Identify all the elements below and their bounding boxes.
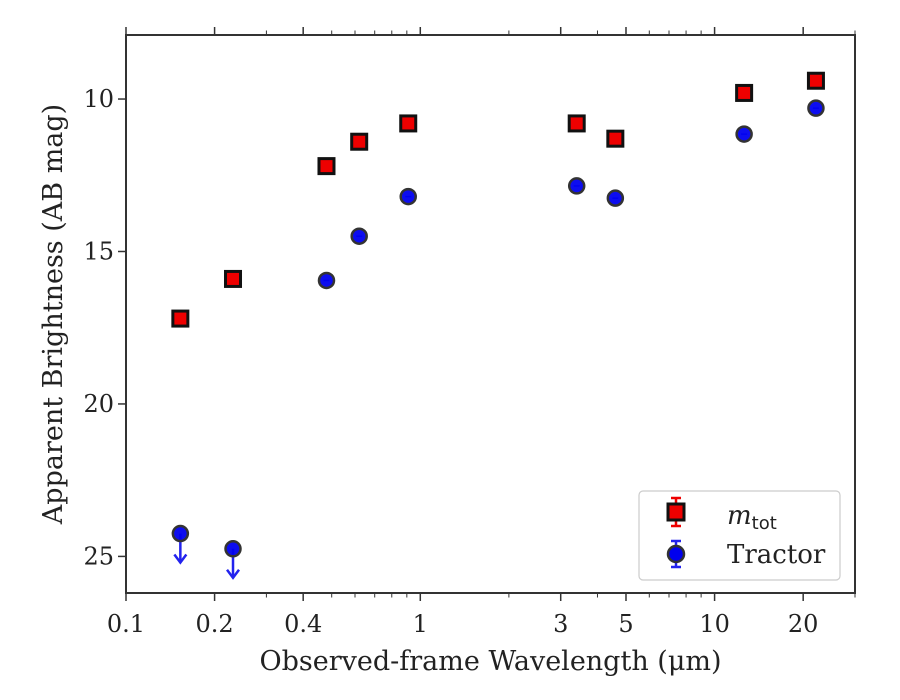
plot-marks [171,71,825,580]
y-tick-label: 10 [83,85,114,113]
x-tick-label: 10 [699,610,730,638]
tractor-point [606,189,625,207]
y-tick-label: 20 [83,390,114,418]
x-axis-label: Observed-frame Wavelength (μm) [259,646,721,677]
tractor-point [807,99,825,117]
y-axis-label: Apparent Brightness (AB mag) [38,104,69,525]
tractor-point [171,524,190,543]
tractor-point [224,540,242,558]
x-tick-label: 0.2 [196,610,234,638]
x-axis-ticks: 0.1 0.2 0.4 1 3 5 10 20 [107,27,856,638]
tractor-point [567,177,586,195]
mtot-point [399,114,418,133]
x-tick-label: 0.1 [107,610,145,638]
mtot-point [224,269,243,288]
mtot-point [350,132,369,151]
tractor-point [399,187,417,206]
legend-mtot-marker [666,502,686,522]
x-tick-label: 5 [618,610,633,638]
legend-tractor-marker [666,544,686,564]
tractor-point [735,125,753,143]
y-tick-label: 25 [83,542,114,570]
y-axis-ticks: 10 15 20 25 [83,85,126,570]
tractor-upper-limit-arrow [226,569,241,580]
x-tick-label: 3 [553,610,568,638]
legend: mtot Tractor [638,490,841,581]
x-tick-label: 20 [788,610,819,638]
plot-frame [125,34,856,594]
x-tick-label: 1 [413,610,428,638]
mtot-point [735,83,754,102]
mtot-point [317,157,336,176]
x-tick-label: 0.4 [284,610,322,638]
legend-box [638,490,841,581]
legend-tractor-label: Tractor [727,540,826,570]
legend-item-tractor: Tractor [666,539,826,570]
mtot-point [606,129,625,148]
legend-item-mtot: mtot [666,496,777,534]
mtot-point [171,309,190,328]
tractor-point [350,227,368,245]
mtot-point [806,71,825,90]
tractor-point [317,271,336,290]
mtot-point [567,114,586,133]
tractor-upper-limit-arrow [173,553,188,565]
y-tick-label: 15 [83,237,114,265]
legend-mtot-label: mtot [727,501,777,534]
